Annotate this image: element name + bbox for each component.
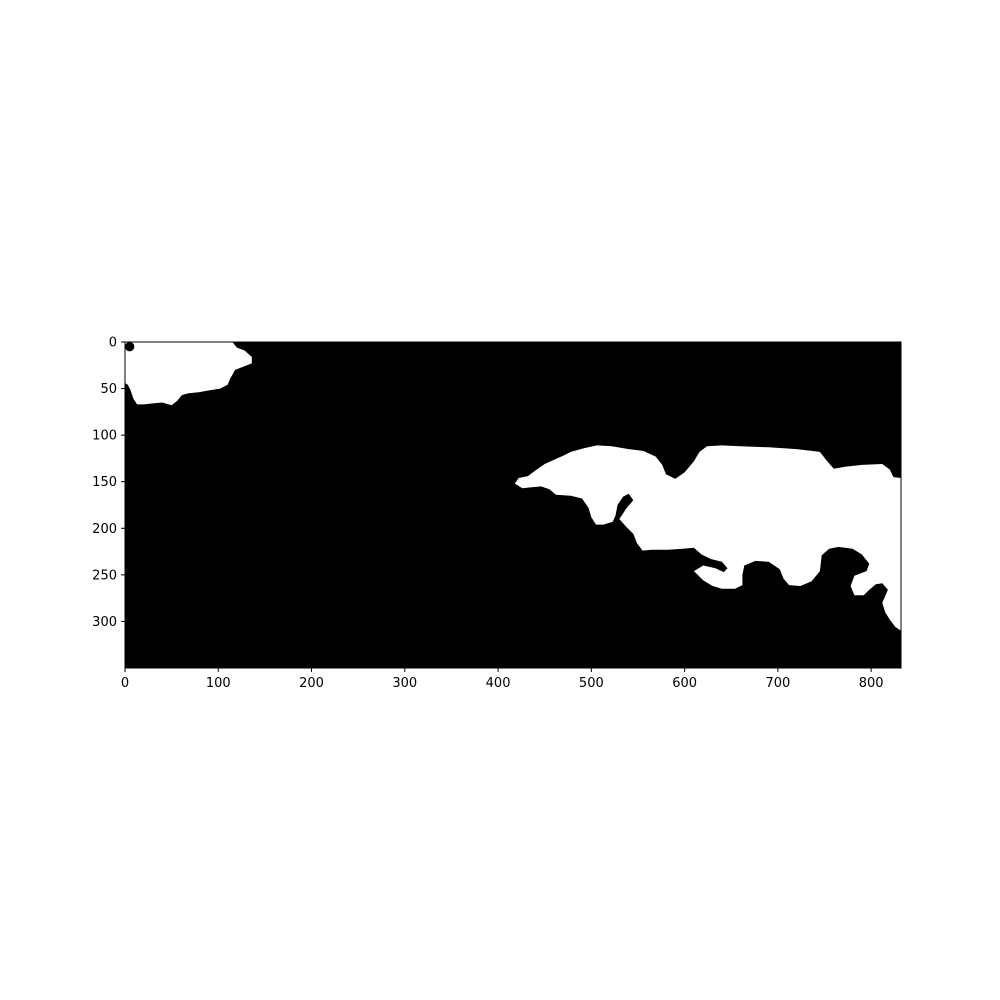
x-tick-label: 800 [859,676,884,691]
y-tick-label: 50 [100,382,117,397]
y-tick-label: 300 [92,615,117,630]
x-tick-label: 0 [121,676,129,691]
background-hole-1 [125,341,135,352]
x-axis-ticks: 0 100 200 300 400 500 600 700 800 [121,668,884,691]
y-axis-ticks: 0 50 100 150 200 250 300 [92,336,125,630]
x-tick-label: 100 [206,676,231,691]
x-tick-label: 300 [392,676,417,691]
plot-area [124,341,902,669]
image-regions [125,341,901,631]
x-tick-label: 500 [579,676,604,691]
y-tick-label: 200 [92,522,117,537]
x-tick-label: 400 [486,676,511,691]
x-tick-label: 600 [672,676,697,691]
x-tick-label: 200 [299,676,324,691]
x-tick-label: 700 [765,676,790,691]
y-tick-label: 250 [92,568,117,583]
y-tick-label: 100 [92,429,117,444]
foreground-region-2 [514,445,901,631]
y-tick-label: 0 [109,336,117,351]
foreground-region-1 [125,342,252,406]
axes-frame [124,341,902,669]
y-tick-label: 150 [92,475,117,490]
